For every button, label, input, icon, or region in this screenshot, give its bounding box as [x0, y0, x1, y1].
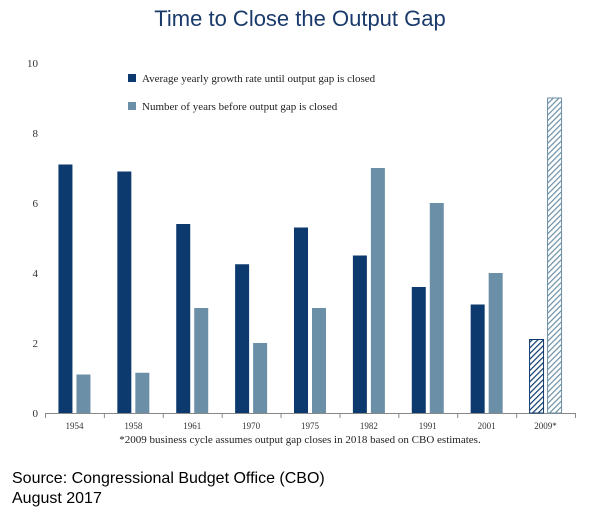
y-tick-label: 6: [33, 198, 39, 210]
x-tick-label: 1970: [242, 421, 261, 431]
date-line: August 2017: [12, 490, 102, 507]
bar-growth-rate-1970: [235, 264, 250, 413]
bar-growth-rate-1954: [58, 164, 73, 413]
x-tick-label: 2009*: [534, 421, 557, 431]
x-tick-label: 1961: [183, 421, 201, 431]
y-tick-label: 8: [33, 128, 39, 140]
bar-growth-rate-2009: [529, 339, 545, 414]
bar-years-2001: [488, 273, 503, 413]
bar-growth-rate-2001: [470, 304, 485, 413]
x-tick-label: 2001: [478, 421, 496, 431]
source-note: Source: Congressional Budget Office (CBO…: [12, 469, 325, 509]
legend-swatch: [128, 102, 136, 110]
bar-growth-rate-1975: [294, 227, 308, 413]
bar-years-2009: [547, 97, 563, 414]
bar-years-1954: [76, 374, 91, 413]
bar-growth-rate-1961: [176, 224, 191, 413]
legend-swatch: [128, 74, 136, 82]
y-tick-label: 4: [33, 268, 39, 280]
x-tick-label: 1975: [301, 421, 320, 431]
y-tick-label: 0: [33, 408, 39, 420]
x-tick-label: 1982: [360, 421, 378, 431]
bar-years-1958: [135, 372, 150, 413]
bar-growth-rate-1958: [117, 171, 132, 413]
bar-years-1975: [312, 308, 326, 413]
bar-growth-rate-1991: [411, 287, 426, 413]
x-tick-label: 1954: [65, 421, 84, 431]
bar-years-1970: [253, 343, 268, 413]
x-tick-label: 1991: [419, 421, 437, 431]
chart-title: Time to Close the Output Gap: [154, 6, 446, 31]
chart-footnote: *2009 business cycle assumes output gap …: [119, 434, 481, 446]
y-tick-label: 2: [33, 338, 39, 350]
bar-growth-rate-1982: [352, 255, 367, 413]
legend-label: Average yearly growth rate until output …: [142, 73, 376, 85]
x-tick-label: 1958: [124, 421, 143, 431]
bar-years-1961: [194, 308, 209, 413]
legend-label: Number of years before output gap is clo…: [142, 101, 338, 113]
source-line: Source: Congressional Budget Office (CBO…: [12, 470, 325, 487]
y-tick-label: 10: [27, 58, 39, 70]
bar-years-1991: [429, 203, 444, 413]
bar-years-1982: [370, 168, 385, 413]
